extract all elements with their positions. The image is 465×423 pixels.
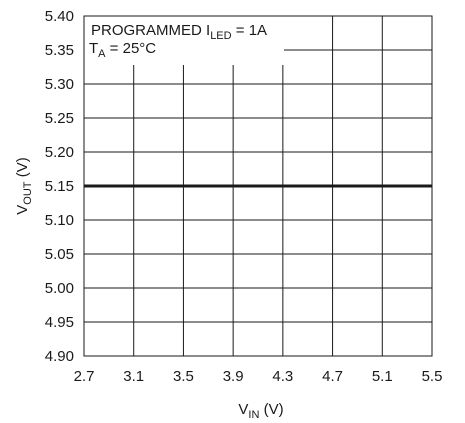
- tick-labels: 2.7 3.1 3.5 3.9 4.3 4.7 5.1 5.5 4.90 4.95 5.00 5.05…: [45, 8, 443, 385]
- y-tick-label: 5.00: [45, 280, 74, 297]
- x-axis-title: VIN (V): [238, 401, 283, 421]
- x-tick-label: 5.5: [422, 368, 443, 385]
- y-tick-label: 5.10: [45, 212, 74, 229]
- y-tick-label: 4.90: [45, 348, 74, 365]
- x-tick-label: 4.3: [272, 368, 293, 385]
- x-tick-label: 3.1: [123, 368, 144, 385]
- x-tick-label: 5.1: [372, 368, 393, 385]
- x-tick-label: 2.7: [74, 368, 95, 385]
- y-tick-label: 5.25: [45, 110, 74, 127]
- y-tick-label: 4.95: [45, 314, 74, 331]
- annotation-box: [84, 15, 284, 65]
- annotation-current: PROGRAMMED ILED = 1A: [91, 22, 267, 42]
- y-tick-label: 5.05: [45, 246, 74, 263]
- y-tick-label: 5.30: [45, 76, 74, 93]
- y-tick-label: 5.35: [45, 42, 74, 59]
- y-tick-label: 5.20: [45, 144, 74, 161]
- y-axis-title: VOUT (V): [14, 157, 34, 214]
- x-tick-label: 4.7: [322, 368, 343, 385]
- y-tick-label: 5.15: [45, 178, 74, 195]
- plot-frame: [83, 15, 433, 357]
- x-tick-label: 3.5: [173, 368, 194, 385]
- annotation-temperature: TA = 25°C: [89, 40, 156, 60]
- y-tick-label: 5.40: [45, 8, 74, 25]
- x-tick-label: 3.9: [223, 368, 244, 385]
